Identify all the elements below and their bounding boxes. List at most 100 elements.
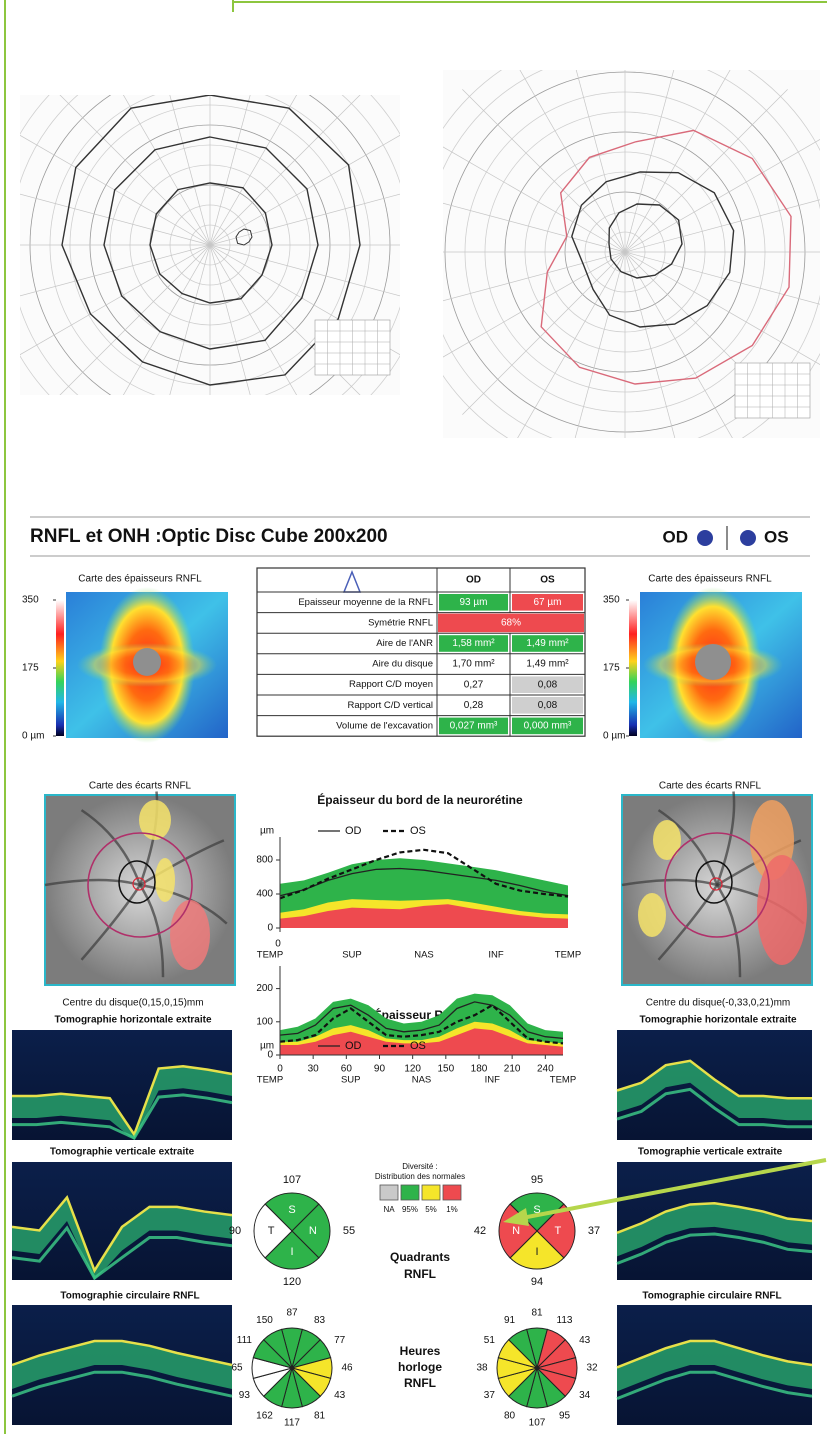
isopter <box>608 203 683 279</box>
clock-value: 81 <box>314 1410 326 1421</box>
oct-layer <box>616 1202 813 1234</box>
x-tick-label: 90 <box>374 1064 386 1075</box>
vf-meridian <box>443 251 626 358</box>
y-tick-label: 0 <box>267 923 273 934</box>
normal-band <box>280 904 568 928</box>
vf-meridian <box>575 70 626 253</box>
clock-value: 77 <box>334 1335 346 1346</box>
report-title: RNFL et ONH :Optic Disc Cube 200x200 <box>30 526 388 547</box>
quadrant-value: 90 <box>229 1225 241 1237</box>
x-tick-label: 60 <box>341 1064 353 1075</box>
vf-meridian <box>209 95 361 246</box>
clock-value: 117 <box>284 1418 300 1429</box>
deviation-patch <box>757 855 807 965</box>
quadrant-value: 37 <box>588 1225 600 1237</box>
scale-label: 350 <box>22 595 39 606</box>
cell-value: 1,58 mm² <box>452 638 495 649</box>
row-label: Symétrie RNFL <box>368 617 433 628</box>
table-cell <box>439 655 508 673</box>
cell-value: 0,08 <box>538 700 558 711</box>
category-label: INF <box>485 1075 501 1086</box>
disc-contour <box>118 860 156 904</box>
scan-title: Tomographie verticale extraite <box>638 1147 783 1158</box>
color-scale <box>629 600 637 736</box>
optic-disc <box>133 648 161 676</box>
table-cell <box>512 655 583 673</box>
clock-value: 93 <box>239 1390 251 1401</box>
panel-title: Carte des épaisseurs RNFL <box>648 574 772 585</box>
legend-box <box>442 1184 462 1201</box>
quadrant-value: 42 <box>474 1225 486 1237</box>
oct-layer <box>12 1065 233 1138</box>
vf-meridian <box>209 95 298 246</box>
row-label: Aire du disque <box>372 659 433 670</box>
oct-layer <box>11 1225 233 1281</box>
column-header: OD <box>466 575 481 586</box>
vf-meridian <box>624 251 820 365</box>
isopter <box>103 136 319 350</box>
deviation-patch <box>139 800 171 840</box>
row-label: Epaisseur moyenne de la RNFL <box>298 597 433 608</box>
category-label: INF <box>488 950 504 961</box>
series-line <box>279 1003 564 1045</box>
clock-value: 65 <box>231 1363 243 1374</box>
vf-meridian <box>59 244 211 395</box>
clock-value: 34 <box>579 1390 591 1401</box>
vf-meridian <box>519 70 626 253</box>
vf-meridian <box>209 244 400 297</box>
vessel <box>138 884 165 978</box>
clock-value: 81 <box>531 1308 543 1319</box>
oct-layer <box>11 1370 233 1398</box>
cell-value: 0,000 mm³ <box>524 721 572 732</box>
cell-value: 93 µm <box>460 597 488 608</box>
vf-meridian <box>624 199 820 253</box>
visual-field <box>20 95 400 395</box>
cell-value: 0,28 <box>464 700 484 711</box>
cell-value: 67 µm <box>534 597 562 608</box>
quadrant-letter: S <box>533 1204 540 1216</box>
y-tick-label: 200 <box>256 983 273 994</box>
isopter <box>61 95 361 386</box>
vf-meridian <box>462 251 626 415</box>
oct-layer <box>616 1059 812 1100</box>
quadrant-sector <box>498 1203 538 1259</box>
clock-value: 43 <box>334 1390 346 1401</box>
category-label: TEMP <box>257 1075 283 1086</box>
disc-center: Centre du disque(0,15,0,15)mm <box>62 998 203 1009</box>
oct-layer <box>11 1339 233 1367</box>
legend-title: Diversité : <box>402 1162 438 1171</box>
quadrant-sector <box>253 1203 293 1259</box>
vf-meridian <box>624 251 676 438</box>
oct-layer <box>616 1232 813 1265</box>
isopter <box>235 228 253 246</box>
clock-sector <box>263 1328 293 1370</box>
x-tick-label: 30 <box>308 1064 320 1075</box>
oct-layer <box>12 1197 232 1280</box>
table-cell <box>512 697 583 714</box>
cell-value: 1,70 mm² <box>452 659 495 670</box>
quadrant-value: 107 <box>283 1174 301 1186</box>
scan-title: Tomographie circulaire RNFL <box>60 1291 199 1302</box>
row-label: Aire de l'ANR <box>376 638 433 649</box>
quadrant-sector <box>291 1203 331 1259</box>
x-tick-label: 0 <box>275 939 281 950</box>
disc-contour <box>695 860 733 904</box>
os-dot <box>740 530 756 546</box>
legend-title: Distribution des normales <box>375 1172 465 1181</box>
scan-title: Tomographie horizontale extraite <box>54 1015 211 1026</box>
table-cell <box>512 717 583 735</box>
clock-value: 37 <box>484 1390 496 1401</box>
legend-label: 1% <box>446 1205 458 1214</box>
pie-title: Quadrants <box>390 1250 450 1264</box>
quadrant-letter: I <box>535 1246 538 1258</box>
chart-title: Épaisseur du bord de la neurorétine <box>317 792 523 807</box>
pie-title: RNFL <box>404 1267 436 1281</box>
x-tick-label: 120 <box>404 1064 421 1075</box>
legend-box <box>400 1184 420 1201</box>
clock-value: 113 <box>557 1315 573 1326</box>
legend-box <box>421 1184 441 1201</box>
x-tick-label: 0 <box>277 1064 283 1075</box>
x-tick-label: 210 <box>504 1064 521 1075</box>
pie-title: Heures <box>400 1344 441 1358</box>
